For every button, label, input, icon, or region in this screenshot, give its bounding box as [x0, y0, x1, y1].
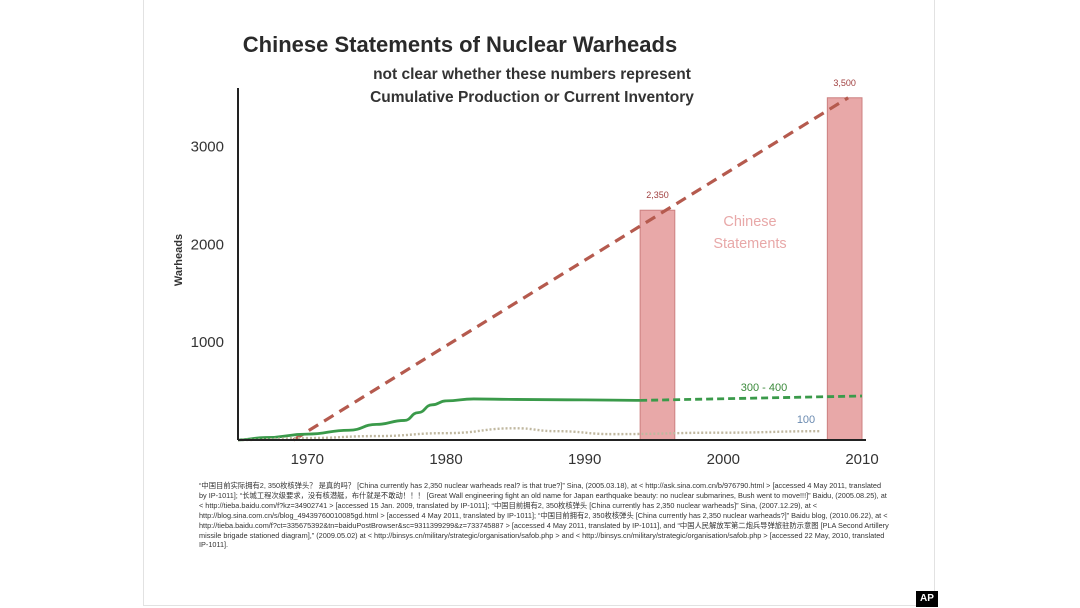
- chart-canvas: Chinese Statements of Nuclear Warheads n…: [173, 32, 879, 468]
- x-tick-label: 1970: [291, 451, 324, 468]
- y-axis-label: Warheads: [173, 234, 185, 286]
- x-tick-label: 1990: [568, 451, 601, 468]
- estimate-annotation: 300 - 400: [741, 382, 787, 394]
- chart-title: Chinese Statements of Nuclear Warheads: [243, 32, 677, 57]
- ticks-layer: 1000 2000 3000 1970 1980 1990 2000 2010: [191, 139, 879, 468]
- bars-layer: 2,350 3,500: [639, 78, 863, 441]
- chart-subtitle-line2: Cumulative Production or Current Invento…: [370, 89, 694, 106]
- x-tick-label: 1980: [429, 451, 462, 468]
- ap-credit-logo: AP: [916, 591, 938, 607]
- y-tick-label: 2000: [191, 236, 224, 253]
- bar-value-label: 2,350: [646, 190, 669, 200]
- y-tick-label: 3000: [191, 139, 224, 156]
- trend-line: [292, 96, 849, 442]
- source-footnote: “中国目前实际拥有2, 350枚核弹头？ 是真的吗？ [China curren…: [199, 481, 889, 550]
- x-tick-label: 2010: [845, 451, 878, 468]
- y-tick-label: 1000: [191, 334, 224, 351]
- chart-slide: Chinese Statements of Nuclear Warheads n…: [143, 0, 935, 606]
- bar-legend-line2: Statements: [713, 236, 786, 252]
- chart-subtitle-line1: not clear whether these numbers represen…: [373, 66, 691, 83]
- bar-legend-line1: Chinese: [723, 214, 776, 230]
- statement-bar: [639, 209, 676, 441]
- low-estimate-line: [237, 427, 821, 442]
- bar-value-label: 3,500: [833, 78, 856, 88]
- lines-layer: [237, 96, 863, 442]
- estimate-projection-line: [640, 394, 863, 402]
- x-tick-label: 2000: [707, 451, 740, 468]
- statement-bar: [826, 97, 863, 441]
- estimate-line: [237, 397, 641, 442]
- low-estimate-annotation: 100: [797, 414, 815, 426]
